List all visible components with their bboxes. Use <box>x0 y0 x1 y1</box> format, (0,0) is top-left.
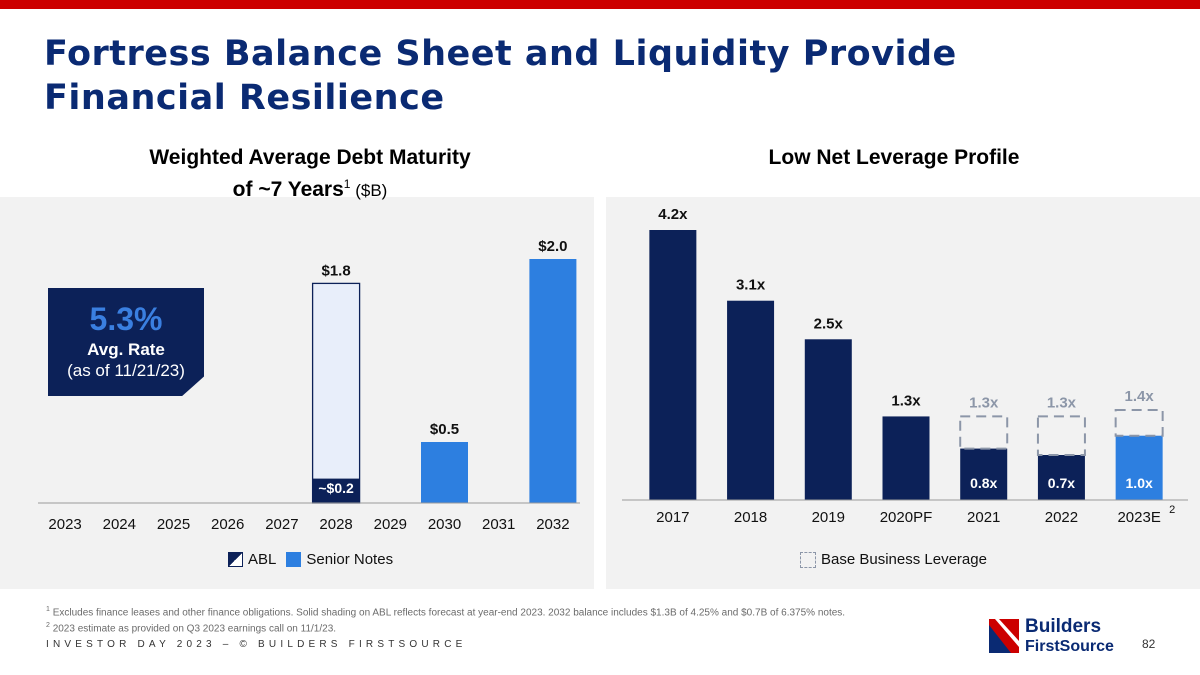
legend-item-base-business: Base Business Leverage <box>800 551 987 568</box>
x-tick-label: 2020PF <box>880 509 933 526</box>
leverage-bar-2017 <box>649 230 697 500</box>
net-leverage-legend: Base Business Leverage <box>800 551 991 568</box>
page-title: Fortress Balance Sheet and Liquidity Pro… <box>44 34 957 118</box>
leverage-bar-2021 <box>960 448 1008 500</box>
builders-firstsource-logo: Builders FirstSource <box>989 617 1114 657</box>
leverage-bar-2018 <box>727 300 775 500</box>
net-leverage-panel <box>606 197 1200 589</box>
footnote-ref-1: 1 <box>343 177 351 191</box>
data-label: 3.1x <box>736 277 766 294</box>
avg-rate-value: 5.3% <box>89 301 163 337</box>
x-tick-label: 2027 <box>265 516 298 533</box>
base-leverage-label: 1.4x <box>1125 388 1155 405</box>
data-label: 1.3x <box>891 392 921 409</box>
avg-rate-label: Avg. Rate <box>87 340 165 359</box>
legend-item-abl: ABL <box>228 551 276 568</box>
debt-maturity-chart: 2023 2024 2025 2026 2027 2028 2029 2030 2031 2032… <box>38 238 580 533</box>
avg-rate-callout: 5.3% Avg. Rate (as of 11/21/23) <box>48 288 204 396</box>
data-label: $0.5 <box>430 421 459 438</box>
x-tick-label: 2023E <box>1117 509 1160 526</box>
page-number: 82 <box>1142 637 1156 651</box>
x-tick-label: 2031 <box>482 516 515 533</box>
x-tick-label: 2025 <box>157 516 190 533</box>
x-tick-label: 2032 <box>536 516 569 533</box>
footnote-1: 1 Excludes finance leases and other fina… <box>46 603 845 619</box>
data-label: ~$0.2 <box>318 480 354 496</box>
footnote-ref-2: 2 <box>1169 504 1175 516</box>
data-label: $2.0 <box>538 238 567 255</box>
dashed-box-swatch-icon <box>800 551 816 568</box>
footer-text: INVESTOR DAY 2023 – © BUILDERS FIRSTSOUR… <box>46 639 467 650</box>
leverage-bar-2022 <box>1037 455 1085 500</box>
x-tick-label: 2024 <box>103 516 136 533</box>
leverage-bar-2020PF <box>882 416 930 500</box>
abl-swatch-icon <box>228 552 243 567</box>
logo-line-1: Builders <box>1025 616 1102 637</box>
data-label: 0.8x <box>970 475 997 491</box>
abl-capacity-bar-2028 <box>311 282 361 504</box>
x-tick-label: 2026 <box>211 516 244 533</box>
leverage-bar-2023E <box>1115 435 1163 500</box>
debt-maturity-title-line1: Weighted Average Debt Maturity <box>149 146 471 169</box>
net-leverage-chart: 4.2x 2017 3.1x 2018 2.5x 2019 1.3x 2020PF 1.3x 0.… <box>622 206 1188 526</box>
data-label: 4.2x <box>658 206 688 223</box>
data-label: 2.5x <box>814 315 844 332</box>
x-tick-label: 2019 <box>812 509 845 526</box>
logo-wordmark: Builders FirstSource <box>1025 617 1114 656</box>
senior-notes-bar-2030 <box>421 442 468 503</box>
x-tick-label: 2023 <box>48 516 81 533</box>
footnotes: 1 Excludes finance leases and other fina… <box>46 603 845 636</box>
data-label: 0.7x <box>1048 475 1075 491</box>
debt-maturity-title-line2: of ~7 Years1 ($B) <box>60 171 560 204</box>
debt-maturity-legend: ABL Senior Notes <box>228 551 397 568</box>
base-leverage-box-2021 <box>959 415 1009 450</box>
top-accent-bar <box>0 0 1200 9</box>
x-tick-label: 2029 <box>374 516 407 533</box>
footnote-2-mark: 2 <box>46 622 50 630</box>
debt-maturity-title-main: of ~7 Years <box>232 178 344 201</box>
x-tick-label: 2017 <box>656 509 689 526</box>
net-leverage-chart-title: Low Net Leverage Profile <box>768 146 1020 169</box>
base-leverage-label: 1.3x <box>1047 394 1077 411</box>
x-tick-label: 2030 <box>428 516 461 533</box>
legend-item-senior-notes: Senior Notes <box>286 551 393 568</box>
senior-notes-bar-2032 <box>529 259 577 503</box>
x-tick-label: 2022 <box>1045 509 1078 526</box>
footnote-2: 2 2023 estimate as provided on Q3 2023 e… <box>46 619 845 635</box>
callout-text: 5.3% Avg. Rate (as of 11/21/23) <box>48 300 204 382</box>
data-label: $1.8 <box>321 262 350 279</box>
footnote-1-mark: 1 <box>46 606 50 613</box>
base-leverage-box-2022 <box>1036 415 1086 457</box>
base-leverage-label: 1.3x <box>969 394 999 411</box>
footnote-2-text: 2023 estimate as provided on Q3 2023 ear… <box>52 623 337 635</box>
logo-mark-icon <box>989 619 1019 653</box>
legend-label-base-business: Base Business Leverage <box>821 551 987 568</box>
x-tick-label: 2018 <box>734 509 767 526</box>
footnote-1-text: Excludes finance leases and other financ… <box>52 607 846 619</box>
logo-line-2: FirstSource <box>1025 638 1114 655</box>
leverage-bar-2019 <box>804 339 852 500</box>
debt-maturity-title-unit: ($B) <box>350 181 388 200</box>
senior-notes-swatch-icon <box>286 552 302 567</box>
legend-label-abl: ABL <box>248 551 277 568</box>
legend-label-senior-notes: Senior Notes <box>306 551 394 568</box>
x-tick-label: 2021 <box>967 509 1000 526</box>
avg-rate-date: (as of 11/21/23) <box>67 361 185 380</box>
data-label: 1.0x <box>1126 475 1153 491</box>
callout-background <box>48 288 204 396</box>
abl-bar-2028 <box>312 478 360 503</box>
x-tick-label: 2028 <box>319 516 352 533</box>
debt-maturity-chart-title: Weighted Average Debt Maturity of ~7 Yea… <box>60 144 560 204</box>
base-leverage-box-2023E <box>1114 409 1164 437</box>
